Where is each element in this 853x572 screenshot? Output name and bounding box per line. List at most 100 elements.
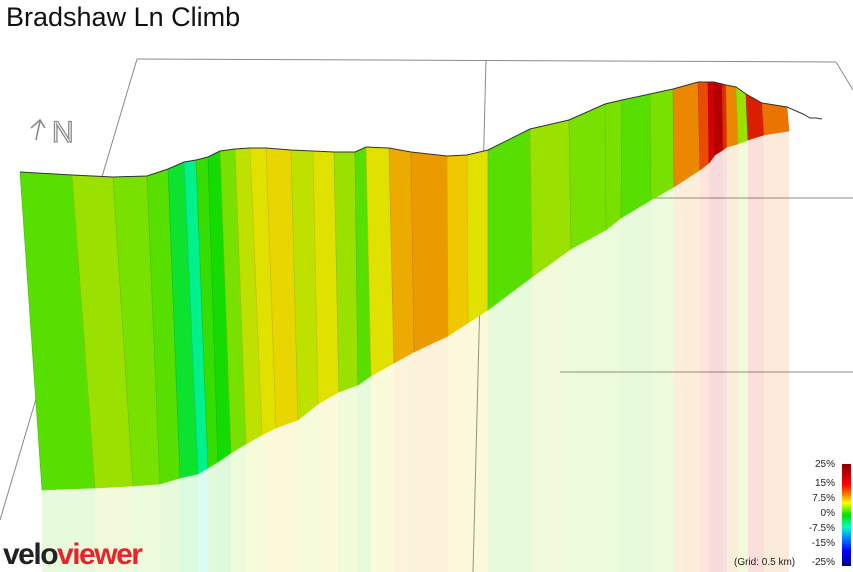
segment-divider (183, 161, 199, 475)
segment-divider (290, 149, 299, 421)
gradient-segment (761, 102, 790, 136)
gradient-color-scale (842, 464, 851, 566)
segment-divider (71, 174, 96, 489)
segment-shadow (246, 435, 262, 572)
segment-divider (333, 151, 340, 393)
segment-shadow (448, 323, 468, 572)
segment-shadow (715, 150, 723, 572)
segment-shadow (764, 131, 789, 572)
segment-shadow (621, 200, 651, 572)
segment-divider (167, 168, 181, 479)
segment-shadow (358, 376, 371, 572)
segment-shadow (394, 352, 414, 572)
segment-divider (529, 128, 533, 278)
gradient-segment (446, 154, 469, 337)
segment-shadow (95, 486, 133, 572)
segment-divider (707, 81, 710, 164)
segment-divider (697, 81, 701, 171)
segment-divider (620, 99, 623, 219)
segment-shadow (571, 230, 606, 572)
veloviewer-logo: veloviewer (3, 538, 143, 572)
segment-shadow (700, 163, 709, 572)
segment-divider (312, 150, 319, 405)
grid-line (136, 58, 837, 63)
gradient-segment (604, 99, 623, 231)
segment-shadow (727, 144, 738, 572)
segment-shadow (231, 444, 246, 572)
gradient-segment (410, 151, 449, 353)
gradient-segment (713, 81, 724, 156)
legend-label: -7.5% (808, 523, 835, 534)
segment-divider (745, 93, 749, 141)
gradient-segment (466, 149, 489, 324)
gradient-segment (649, 88, 675, 201)
segment-divider (249, 147, 263, 436)
segment-divider (195, 159, 209, 469)
segment-shadow (298, 404, 318, 572)
segment-shadow (262, 428, 276, 572)
segment-divider (568, 119, 572, 250)
segment-shadow (371, 363, 394, 572)
segment-shadow (748, 135, 764, 572)
segment-divider (649, 93, 652, 201)
legend-label: 15% (814, 478, 835, 489)
segment-divider (112, 176, 134, 487)
segment-divider (365, 146, 372, 377)
gradient-segment (672, 81, 701, 188)
gradient-segment (529, 119, 572, 278)
segment-divider (725, 84, 728, 148)
profile-top-outline (19, 81, 823, 178)
compass-indicator: N (30, 115, 74, 150)
segment-shadow (674, 170, 700, 572)
gradient-segment (745, 93, 765, 141)
segment-divider (446, 155, 449, 337)
segment-shadow (738, 140, 748, 572)
segment-shadow (468, 310, 488, 572)
segment-divider (721, 83, 724, 151)
grid-scale-note: (Grid: 0.5 km) (734, 557, 796, 568)
segment-divider (146, 175, 161, 485)
grid-line (472, 59, 487, 572)
segment-shadow (339, 385, 358, 572)
chart-title: Bradshaw Ln Climb (6, 2, 241, 32)
segment-divider (354, 151, 359, 386)
segment-shadow (160, 478, 180, 572)
compass-north-label: N (52, 116, 74, 149)
legend-label: -25% (811, 557, 835, 568)
segment-shadow (651, 187, 674, 572)
segment-divider (265, 147, 277, 429)
segment-shadow (276, 420, 298, 572)
segment-divider (713, 81, 716, 156)
segment-shadow (208, 462, 218, 572)
logo-velo: velo (3, 538, 59, 571)
segment-divider (219, 150, 232, 454)
segment-divider (207, 156, 219, 463)
segment-shadow (198, 468, 208, 572)
segment-divider (604, 103, 607, 231)
segment-shadow (42, 488, 95, 572)
segment-divider (735, 86, 739, 145)
segment-shadow (318, 392, 339, 572)
segment-shadow (606, 218, 621, 572)
segment-shadow (532, 249, 571, 572)
segment-divider (672, 88, 675, 188)
legend-label: 7.5% (812, 493, 835, 504)
grid-line (835, 61, 853, 91)
logo-viewer: viewer (57, 538, 143, 571)
gradient-segment (620, 93, 652, 219)
segment-shadow (488, 277, 532, 572)
segment-shadow (723, 147, 727, 572)
segment-shadow (709, 155, 715, 572)
segment-divider (234, 148, 247, 445)
legend-label: 25% (814, 459, 835, 470)
segment-divider (410, 151, 415, 353)
legend-label: -15% (811, 538, 835, 549)
segment-shadow (180, 474, 198, 572)
segment-divider (19, 171, 43, 491)
segment-divider (761, 102, 765, 136)
gradient-segment (568, 103, 607, 250)
segment-divider (466, 154, 469, 324)
segment-shadow (133, 484, 160, 572)
legend-label: 0% (820, 508, 835, 519)
